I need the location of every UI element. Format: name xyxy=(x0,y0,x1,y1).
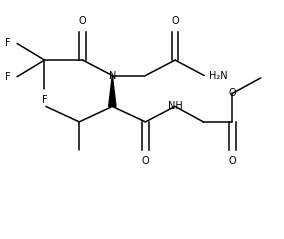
Text: O: O xyxy=(229,156,236,166)
Text: O: O xyxy=(142,156,149,166)
Text: O: O xyxy=(171,16,179,26)
Text: F: F xyxy=(42,95,47,104)
Text: H₂N: H₂N xyxy=(209,71,228,81)
Text: O: O xyxy=(229,88,236,98)
Polygon shape xyxy=(109,76,116,106)
Text: F: F xyxy=(5,72,11,82)
Text: N: N xyxy=(109,71,116,81)
Text: F: F xyxy=(5,38,11,49)
Text: NH: NH xyxy=(168,101,182,111)
Text: O: O xyxy=(79,16,86,26)
